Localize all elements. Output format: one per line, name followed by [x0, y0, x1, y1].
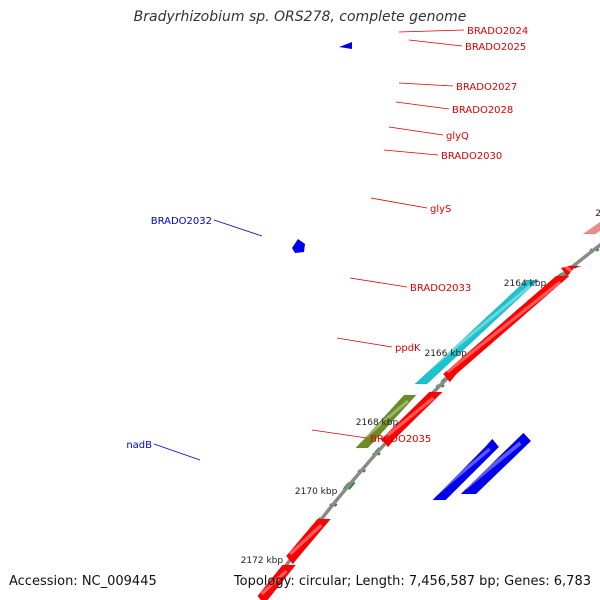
blue-cds-nadB-highlight	[464, 441, 522, 490]
olive-gene-2035-highlight	[358, 399, 409, 444]
cyan-gene-ppdK	[414, 279, 540, 385]
leader-line	[398, 82, 454, 87]
leader-line	[408, 39, 463, 47]
genome-stats-label: Topology: circular; Length: 7,456,587 bp…	[233, 574, 591, 589]
red-cds-small-2-highlight	[563, 264, 574, 274]
map-title: Bradyrhizobium sp. ORS278, complete geno…	[133, 9, 467, 25]
tick-mark	[595, 248, 600, 252]
leader-line	[213, 219, 263, 237]
tick-mark	[362, 469, 366, 473]
blue-cds-nadB	[460, 432, 532, 495]
position-label: 2172 kbp	[241, 556, 284, 566]
position-label: 2162 kbp	[595, 209, 600, 219]
position-label: 2164 kbp	[504, 279, 547, 289]
red-cds-2035	[381, 391, 444, 448]
position-label: 2170 kbp	[295, 487, 338, 497]
leader-line	[370, 197, 428, 209]
position-label: 2166 kbp	[424, 349, 467, 359]
blue-cds-brado2032	[292, 239, 305, 253]
gene-label-forward: BRADO2030	[441, 151, 502, 162]
red-cds-lower-1-highlight	[289, 523, 323, 556]
tick-mark	[441, 384, 445, 388]
red-cds-ppdK-highlight	[446, 280, 562, 374]
blue-arrow-top	[339, 42, 352, 49]
leader-line	[388, 126, 444, 136]
olive-gene-2035	[355, 394, 417, 449]
red-cds-lower-2	[257, 564, 297, 600]
blue-gene-nadB	[431, 438, 500, 501]
leader-line	[311, 429, 368, 439]
gene-label-reverse: BRADO2032	[151, 216, 212, 227]
blue-gene-nadB-highlight	[435, 447, 491, 496]
gene-label-forward: BRADO2027	[456, 82, 517, 93]
leader-line	[153, 443, 201, 461]
red-cds-lower-2-highlight	[260, 569, 288, 596]
red-cds-lower-1	[285, 518, 332, 565]
accession-label: Accession: NC_009445	[9, 574, 157, 589]
tick-mark	[377, 452, 381, 456]
gene-label-reverse: nadB	[126, 440, 152, 451]
gene-label-forward: ppdK	[395, 343, 421, 354]
cyan-gene-ppdK-highlight	[417, 284, 531, 380]
gene-label-forward: BRADO2033	[410, 283, 471, 294]
leader-line	[336, 337, 393, 348]
gene-label-forward: BRADO2035	[370, 434, 431, 445]
leader-line	[349, 277, 408, 288]
red-cds-ppdK	[442, 275, 571, 383]
leader-line	[383, 149, 439, 156]
tick-mark	[334, 503, 338, 507]
leader-line	[395, 101, 450, 110]
gene-label-forward: BRADO2025	[465, 42, 526, 53]
leader-line	[398, 29, 465, 33]
gene-label-forward: glyS	[430, 204, 451, 215]
position-label: 2168 kbp	[356, 418, 399, 428]
gene-label-forward: BRADO2028	[452, 105, 513, 116]
gene-label-forward: BRADO2024	[467, 26, 528, 37]
major-tick-mark	[349, 481, 356, 489]
genome-backbone	[259, 242, 600, 600]
red-cds-2035-highlight	[384, 396, 435, 439]
red-cds-small-2	[560, 265, 582, 277]
pink-gene-glyS	[582, 221, 600, 235]
gene-label-forward: glyQ	[446, 131, 469, 142]
